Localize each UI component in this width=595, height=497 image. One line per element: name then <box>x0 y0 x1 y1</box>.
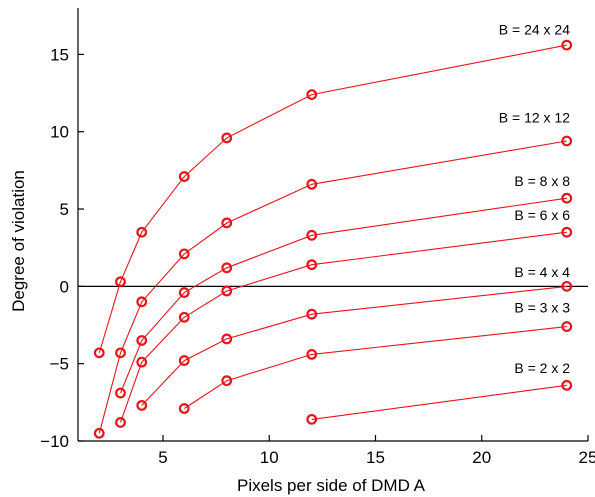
series-label: B = 12 x 12 <box>499 109 570 125</box>
data-point <box>93 347 105 359</box>
data-point <box>561 192 573 204</box>
data-point <box>221 285 233 297</box>
data-point <box>561 39 573 51</box>
x-axis-title: Pixels per side of DMD A <box>237 476 426 495</box>
series-label: B = 3 x 3 <box>514 300 570 316</box>
y-axis-title: Degree of violation <box>9 170 28 312</box>
data-point <box>115 417 126 428</box>
data-point <box>115 387 126 399</box>
y-tick-label: 10 <box>50 123 69 142</box>
data-point <box>306 259 318 271</box>
data-point <box>221 132 233 144</box>
x-tick-label: 5 <box>158 448 167 467</box>
series-line-6 <box>183 326 567 409</box>
data-point <box>306 89 318 100</box>
series-line-5 <box>141 285 567 406</box>
data-point <box>115 276 126 288</box>
data-point <box>178 311 190 323</box>
data-point <box>561 379 573 391</box>
data-point <box>178 171 190 182</box>
series-line-4 <box>119 231 567 423</box>
data-point <box>221 375 233 387</box>
data-point <box>178 248 190 260</box>
series-label: B = 2 x 2 <box>514 360 570 376</box>
x-tick-label: 25 <box>579 448 595 467</box>
series-line-3 <box>119 197 567 394</box>
data-point <box>221 217 233 229</box>
data-point <box>561 226 573 238</box>
data-point <box>306 308 318 320</box>
data-point <box>115 347 126 359</box>
x-tick-label: 15 <box>366 448 385 467</box>
data-point <box>136 335 148 346</box>
data-point <box>136 356 148 368</box>
data-point <box>306 349 318 360</box>
data-point <box>178 355 190 366</box>
data-point <box>93 427 105 439</box>
series-line-7 <box>311 384 567 420</box>
data-point <box>306 413 318 425</box>
data-point <box>178 287 190 298</box>
series-label: B = 24 x 24 <box>499 21 570 37</box>
y-tick-label: −5 <box>50 355 69 374</box>
x-tick-label: 20 <box>472 448 491 467</box>
data-point <box>561 321 573 332</box>
data-point <box>136 400 148 411</box>
data-point <box>306 178 318 190</box>
data-point <box>178 403 190 414</box>
data-point <box>561 135 573 147</box>
data-point <box>136 296 148 308</box>
y-tick-label: 5 <box>60 200 69 219</box>
series-line-2 <box>98 140 567 434</box>
y-tick-label: −10 <box>40 432 69 451</box>
data-point <box>306 229 318 241</box>
series-label: B = 8 x 8 <box>514 173 570 189</box>
data-point <box>561 280 573 292</box>
series-label: B = 6 x 6 <box>514 207 570 223</box>
series-label: B = 4 x 4 <box>514 264 570 280</box>
y-tick-label: 15 <box>50 45 69 64</box>
series-line-1 <box>98 44 567 354</box>
data-point <box>136 226 148 238</box>
data-point <box>221 333 233 345</box>
x-tick-label: 10 <box>260 448 279 467</box>
data-point <box>221 262 233 274</box>
y-tick-label: 0 <box>60 277 69 296</box>
